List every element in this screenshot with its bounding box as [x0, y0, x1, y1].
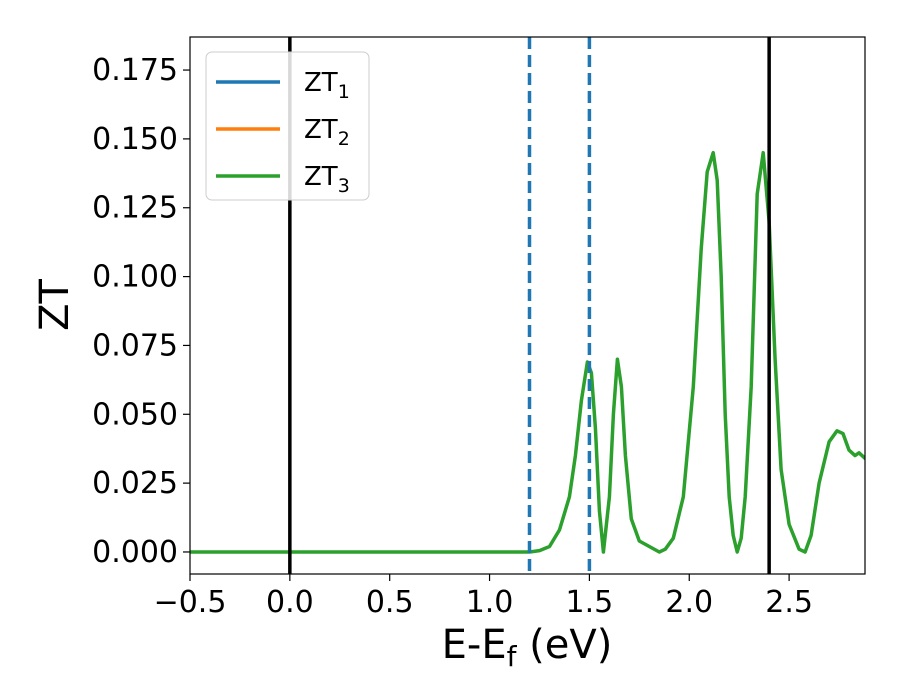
legend: ZT1 ZT2 ZT3 — [205, 51, 370, 201]
y-tick-label: 0.150 — [92, 122, 178, 157]
legend-label-zt2: ZT2 — [304, 115, 350, 150]
x-tick-label: 0.0 — [266, 585, 314, 620]
y-tick-label: 0.050 — [92, 397, 178, 432]
y-axis: 0.000 0.025 0.050 0.075 0.100 0.125 0.150 0.175 — [92, 53, 190, 570]
x-tick-label: 2.0 — [665, 585, 713, 620]
x-axis: −0.5 0.0 0.5 1.0 1.5 2.0 2.5 — [154, 574, 813, 620]
y-tick-label: 0.100 — [92, 260, 178, 295]
legend-label-zt1: ZT1 — [304, 68, 350, 103]
y-tick-label: 0.000 — [92, 535, 178, 570]
x-tick-label: −0.5 — [154, 585, 227, 620]
y-tick-label: 0.125 — [92, 191, 178, 226]
y-tick-label: 0.175 — [92, 53, 178, 88]
legend-box — [205, 51, 370, 201]
x-tick-label: 2.5 — [765, 585, 813, 620]
x-axis-title: E-Ef (eV) — [442, 622, 613, 673]
series-line-zt3 — [190, 150, 865, 554]
x-tick-label: 1.5 — [566, 585, 614, 620]
x-tick-label: 0.5 — [366, 585, 414, 620]
x-tick-label: 1.0 — [466, 585, 514, 620]
plot-frame — [189, 36, 866, 575]
y-tick-label: 0.075 — [92, 328, 178, 363]
y-tick-label: 0.025 — [92, 466, 178, 501]
y-axis-title: ZT — [32, 279, 78, 331]
legend-label-zt3: ZT3 — [304, 162, 350, 197]
